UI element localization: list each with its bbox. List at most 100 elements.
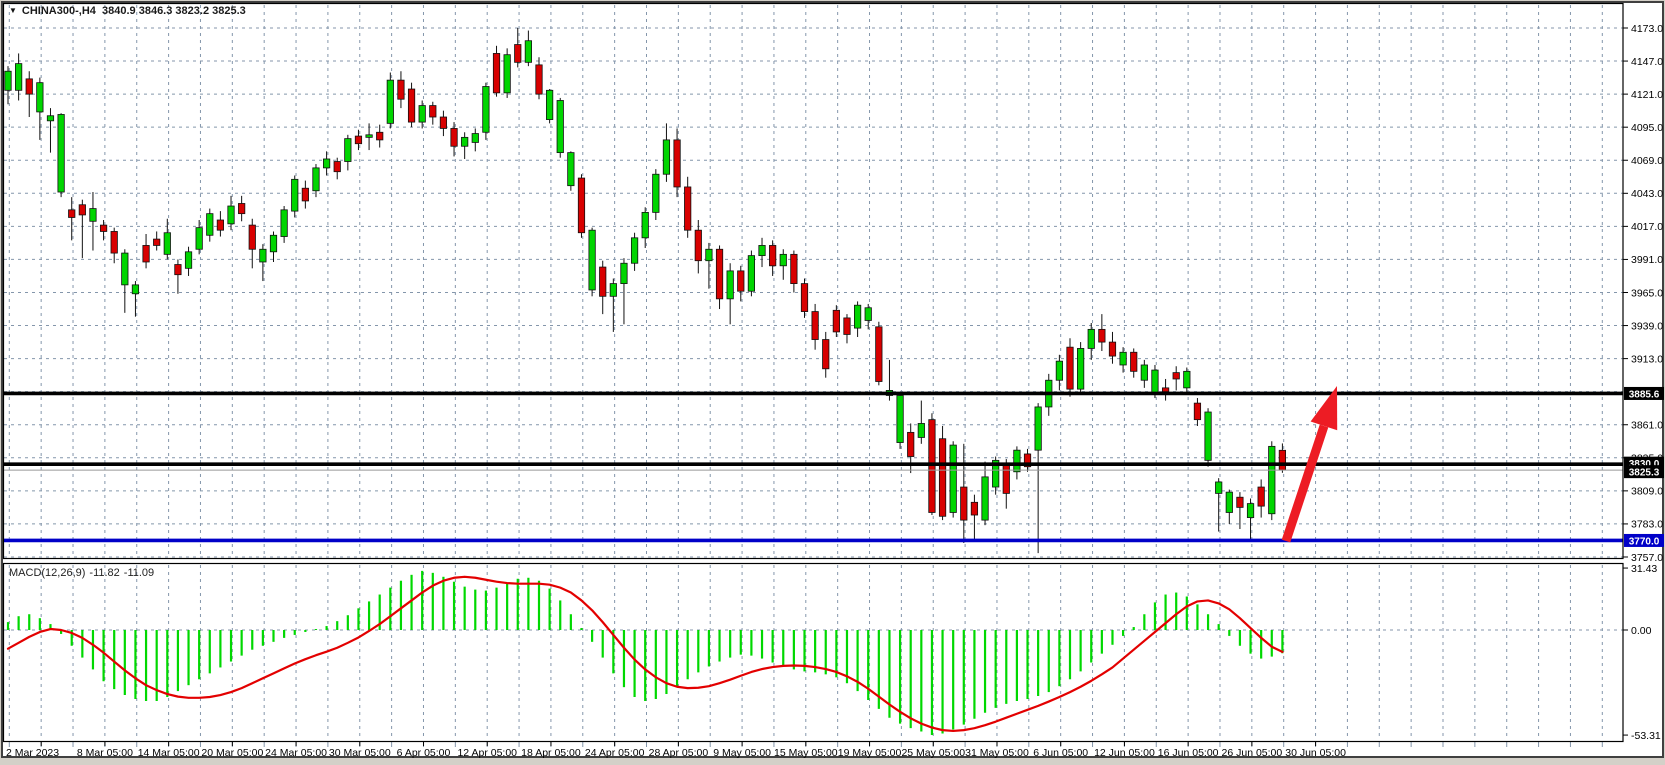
bull-candle [206,213,214,236]
bear-candle [694,229,702,262]
bull-candle [758,245,766,257]
bear-candle [875,326,883,382]
bull-candle [1140,364,1148,381]
main-panel-frame [2,2,1624,560]
price-axis-label: 4173.0 [1631,23,1663,35]
bull-candle [662,139,671,175]
bear-candle [1257,486,1265,507]
bull-candle [46,115,55,122]
date-label: 6 Jun 05:00 [1033,747,1088,759]
bull-candle [322,158,331,169]
price-badge-label: 3885.6 [1629,389,1660,400]
bear-candle [1172,372,1180,380]
bear-candle [684,186,692,231]
bull-candle [1151,369,1159,394]
date-label: 24 Mar 05:00 [265,747,327,759]
macd-signal-value: -11.09 [123,567,155,579]
bear-candle [174,264,182,276]
bull-candle [1077,348,1085,390]
bull-candle [567,152,575,187]
bear-candle [1161,387,1170,393]
date-label: 15 May 05:00 [774,747,838,759]
date-label: 19 May 05:00 [838,747,902,759]
time-axis[interactable] [2,742,1623,760]
bear-candle [153,238,161,246]
bear-candle [1193,402,1202,421]
arrow-shaft [1281,424,1329,543]
price-badge-label: 3770.0 [1629,536,1660,547]
bear-candle [1278,449,1286,471]
ohlc-values: 3840.9 3846.3 3823.2 3825.3 [102,5,246,17]
price-axis-label: 4017.0 [1631,221,1663,233]
bear-candle [832,309,840,333]
arrow-head [1310,386,1338,431]
bear-candle [354,135,363,145]
bull-candle [1087,328,1095,349]
bull-candle [1183,370,1191,389]
bull-candle [227,205,235,225]
price-axis-label: 4043.0 [1631,188,1663,200]
red-arrow-annotation[interactable] [1281,386,1338,543]
price-axis-label: 4095.0 [1631,122,1663,134]
bear-candle [1002,465,1010,494]
bear-candle [715,248,724,300]
price-axis-label: 4121.0 [1631,89,1663,101]
bull-candle [280,209,288,237]
bear-candle [822,339,830,370]
bear-candle [407,88,416,123]
bear-candle [216,219,224,231]
bear-candle [535,64,543,95]
bull-candle [1013,449,1021,473]
date-label: 20 Mar 05:00 [201,747,263,759]
bull-candle [312,167,320,192]
bear-candle [397,79,405,100]
price-badge [1624,465,1664,479]
price-axis-label: 3757.0 [1631,552,1663,564]
bull-candle [386,79,394,124]
bear-candle [25,78,33,95]
bull-candle [1055,360,1063,381]
bull-candle [609,283,617,297]
bear-candle [790,253,798,284]
bull-candle [917,423,925,438]
bear-candle [450,128,458,147]
bear-candle [514,44,522,63]
bull-candle [726,270,734,300]
bull-candle [949,444,957,513]
bull-candle [546,89,554,120]
bull-candle [4,70,12,91]
date-label: 12 Apr 05:00 [457,747,517,759]
bull-candle [482,86,490,133]
bear-candle [673,139,681,188]
bull-candle [705,248,713,262]
bear-candle [439,116,448,129]
bull-candle [36,82,44,113]
macd-axis-label: 31.43 [1631,563,1657,575]
bull-candle [556,100,564,154]
bull-candle [630,237,639,264]
price-axis-label: 4147.0 [1631,56,1663,68]
date-label: 30 Jun 05:00 [1285,747,1346,759]
bear-candle [376,131,384,141]
bull-candle [1225,491,1233,513]
bear-candle [1108,341,1117,357]
symbol-dropdown-icon[interactable]: ▼ [9,6,17,15]
bull-candle [524,40,532,63]
price-axis-label: 3939.0 [1631,320,1663,332]
date-label: 12 Jun 05:00 [1094,747,1155,759]
price-badge [1624,386,1664,400]
date-label: 9 May 05:00 [713,747,771,759]
bull-candle [652,173,660,213]
macd-axis-label: -53.31 [1631,730,1661,742]
price-axis[interactable] [1624,3,1665,741]
date-label: 30 Mar 05:00 [329,747,391,759]
symbol-label: CHINA300-,H4 [21,5,96,17]
date-label: 25 May 05:00 [901,747,965,759]
bull-candle [1215,481,1223,494]
bull-candle [184,251,193,269]
bull-candle [620,262,628,284]
bear-candle [429,105,437,118]
price-axis-label: 3783.0 [1631,519,1663,531]
